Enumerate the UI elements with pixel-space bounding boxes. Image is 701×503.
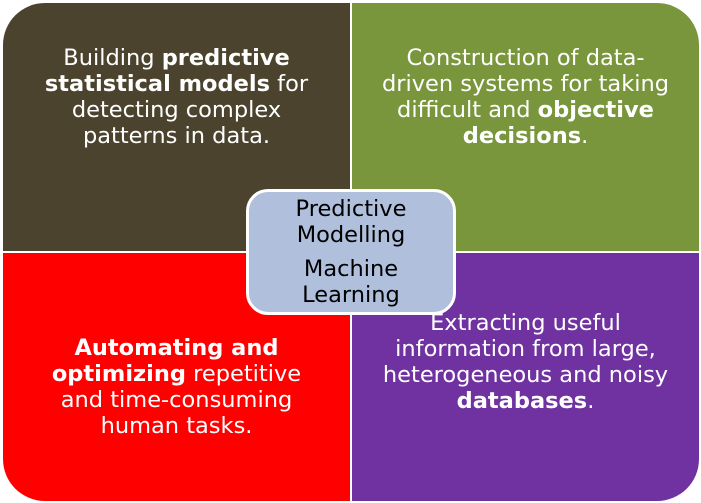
quadrant-top-left-bold: predictive statistical models — [44, 45, 290, 97]
quadrant-top-left-post: for detecting complex patterns in data. — [71, 71, 309, 149]
center-box: Predictive Modelling Machine Learning — [246, 189, 456, 315]
quadrant-bottom-left-text: Automating and optimizing repetitive and… — [33, 335, 320, 439]
quadrant-top-right-post: . — [581, 123, 589, 149]
quadrant-top-left-text: Building predictive statistical models f… — [33, 45, 320, 149]
quadrant-top-right-text: Construction of data-driven systems for … — [377, 45, 674, 149]
quadrant-top-right-bold: objective decisions — [462, 97, 654, 149]
quadrant-bottom-right-text: Extracting useful information from large… — [377, 310, 674, 414]
quadrant-bottom-right-pre: Extracting useful information from large… — [382, 310, 669, 388]
center-line-machine: Machine — [303, 256, 399, 282]
quadrant-bottom-left: Automating and optimizing repetitive and… — [3, 253, 350, 501]
quadrant-top-left: Building predictive statistical models f… — [3, 3, 350, 251]
quadrant-bottom-left-post: repetitive and time-consuming human task… — [60, 361, 302, 439]
quadrant-bottom-right-bold: databases — [456, 388, 588, 414]
center-line-learning: Learning — [302, 282, 400, 308]
quadrant-top-left-pre: Building — [63, 45, 162, 71]
center-line-modelling: Modelling — [296, 222, 406, 248]
center-line-predictive: Predictive — [295, 196, 407, 222]
quadrant-bottom-left-bold: Automating and optimizing — [51, 335, 279, 387]
quadrant-bottom-right-post: . — [587, 388, 595, 414]
quadrant-top-right-pre: Construction of data-driven systems for … — [381, 45, 670, 123]
